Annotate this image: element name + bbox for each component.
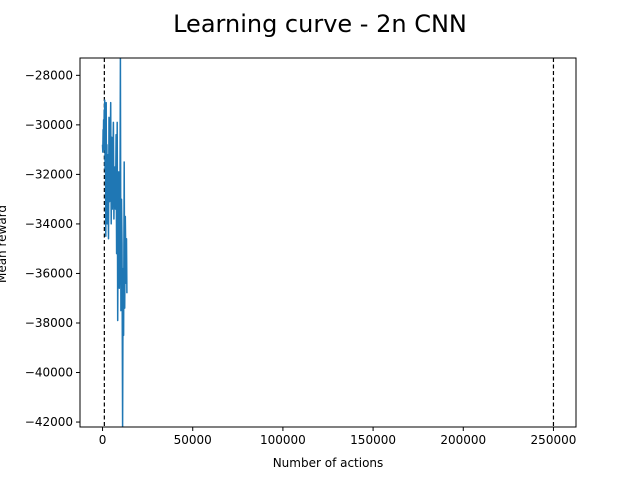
y-tick-label: −34000 (25, 217, 73, 231)
x-axis-label: Number of actions (273, 456, 384, 470)
x-tick-label: 200000 (440, 433, 486, 447)
x-tick-label: 100000 (260, 433, 306, 447)
x-tick-label: 50000 (174, 433, 212, 447)
y-tick-label: −42000 (25, 415, 73, 429)
axes: 0 50000 100000 150000 200000 250000 −28000 −300… (25, 57, 577, 447)
x-tick-label: 150000 (350, 433, 396, 447)
chart-title: Learning curve - 2n CNN (173, 10, 467, 38)
y-axis-label: Mean reward (0, 205, 9, 283)
y-tick-label: −32000 (25, 167, 73, 181)
x-tick-label: 0 (99, 433, 107, 447)
y-tick-label: −28000 (25, 68, 73, 82)
y-tick-label: −30000 (25, 118, 73, 132)
series-line-1 (101, 58, 128, 427)
plot-frame (79, 57, 577, 428)
x-tick-label: 250000 (531, 433, 577, 447)
y-tick-label: −36000 (25, 266, 73, 280)
y-tick-label: −38000 (25, 316, 73, 330)
y-tick-label: −40000 (25, 366, 73, 380)
plot-area (101, 58, 555, 427)
